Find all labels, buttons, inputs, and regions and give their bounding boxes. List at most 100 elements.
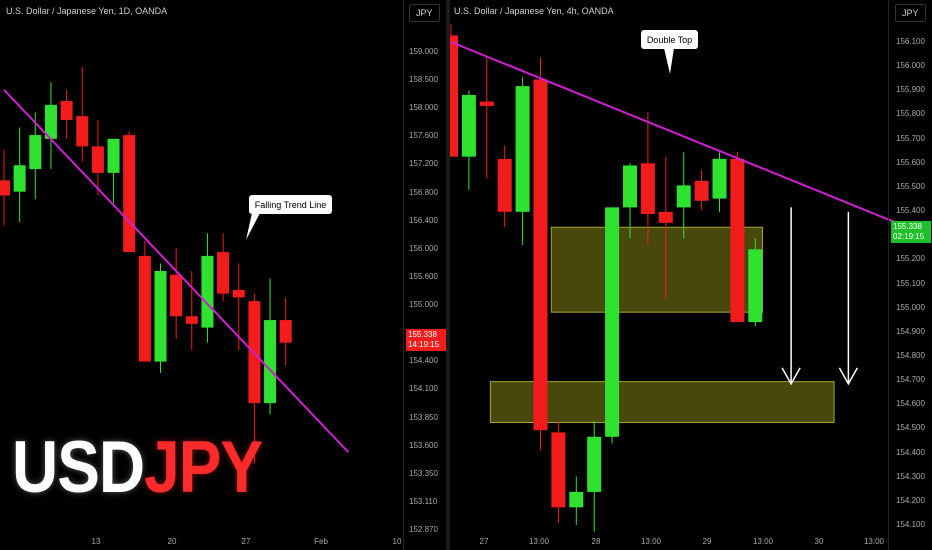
candle-17[interactable] xyxy=(264,278,277,415)
time-tick: 29 xyxy=(702,537,712,546)
candle-0[interactable] xyxy=(0,150,10,226)
countdown-daily: 14:19:15 xyxy=(408,340,440,349)
candle-body xyxy=(107,138,120,173)
candle-9[interactable] xyxy=(605,207,620,444)
candle-4[interactable] xyxy=(515,77,530,245)
price-tick: 154.100 xyxy=(409,384,438,394)
chart-panel-daily[interactable]: Falling Trend Line U.S. Dollar / Japanes… xyxy=(0,0,446,550)
candle-17[interactable] xyxy=(748,238,763,327)
trend-line[interactable] xyxy=(3,89,350,453)
price-tick: 156.000 xyxy=(896,61,925,71)
down-arrow-0[interactable] xyxy=(781,207,801,386)
countdown-4h: 02:19:15 xyxy=(893,232,925,241)
price-tick: 155.700 xyxy=(896,133,925,143)
candle-12[interactable] xyxy=(658,156,673,301)
price-tick: 158.000 xyxy=(409,103,438,113)
candle-body xyxy=(712,158,727,199)
candle-body xyxy=(515,86,530,212)
price-axis-daily[interactable]: JPY xyxy=(403,0,440,550)
price-tick: 156.000 xyxy=(409,243,438,253)
resistance-zone-0[interactable] xyxy=(550,226,763,313)
annotation-callout[interactable]: Double Top xyxy=(641,30,698,74)
candle-1[interactable] xyxy=(461,90,476,190)
last-price-badge-4h: 155.338 02:19:15 xyxy=(891,221,931,243)
price-tick: 155.600 xyxy=(896,157,925,167)
candle-body xyxy=(29,135,42,170)
time-tick: 30 xyxy=(814,537,824,546)
candle-13[interactable] xyxy=(201,233,214,343)
candle-7[interactable] xyxy=(569,476,584,525)
price-tick: 155.900 xyxy=(896,85,925,95)
candle-11[interactable] xyxy=(170,248,183,339)
candle-body xyxy=(694,180,709,201)
candle-6[interactable] xyxy=(551,421,566,523)
candle-body xyxy=(479,101,494,106)
price-tick: 155.400 xyxy=(896,206,925,216)
candle-14[interactable] xyxy=(694,169,709,210)
candle-0[interactable] xyxy=(450,24,458,157)
chart-title-4h: U.S. Dollar / Japanese Yen, 4h, OANDA xyxy=(454,6,614,16)
candle-7[interactable] xyxy=(107,138,120,204)
price-tick: 155.000 xyxy=(409,300,438,310)
price-tick: 154.500 xyxy=(896,423,925,433)
4h-candlestick-chart[interactable]: Double Top xyxy=(450,0,932,550)
candle-18[interactable] xyxy=(279,297,292,366)
price-tick: 154.700 xyxy=(896,375,925,385)
candle-body xyxy=(551,432,566,508)
annotation-callout[interactable]: Falling Trend Line xyxy=(246,195,332,240)
candle-body xyxy=(748,249,763,323)
candle-body xyxy=(279,320,292,343)
candle-body xyxy=(497,158,512,212)
candle-6[interactable] xyxy=(91,119,104,196)
candle-8[interactable] xyxy=(587,421,602,532)
candle-12[interactable] xyxy=(185,270,198,351)
candle-body xyxy=(605,207,620,437)
candle-4[interactable] xyxy=(60,89,73,139)
candle-16[interactable] xyxy=(730,152,745,323)
candle-1[interactable] xyxy=(13,127,26,222)
daily-candlestick-chart[interactable]: Falling Trend Line xyxy=(0,0,446,550)
candle-10[interactable] xyxy=(623,163,637,239)
candle-body xyxy=(13,165,26,192)
candle-2[interactable] xyxy=(29,112,42,200)
panel-divider[interactable] xyxy=(446,0,450,550)
time-tick: 13:00 xyxy=(863,537,885,546)
candle-15[interactable] xyxy=(712,152,727,212)
resistance-zone-1[interactable] xyxy=(489,381,835,423)
price-tick: 154.200 xyxy=(896,495,925,505)
price-tick: 155.100 xyxy=(896,278,925,288)
price-tick: 159.000 xyxy=(409,47,438,56)
candle-5[interactable] xyxy=(76,67,89,162)
price-tick: 156.100 xyxy=(896,37,925,46)
usdjpy-logo: USDJPY xyxy=(12,424,263,509)
annotation-text: Falling Trend Line xyxy=(255,200,327,210)
candle-11[interactable] xyxy=(640,112,655,245)
price-tick: 153.110 xyxy=(409,496,438,506)
down-arrow-1[interactable] xyxy=(838,211,859,386)
time-tick: Feb xyxy=(314,537,328,546)
candle-body xyxy=(76,116,89,147)
currency-badge-4h[interactable]: JPY xyxy=(895,4,926,22)
candle-body xyxy=(533,79,548,431)
candle-3[interactable] xyxy=(497,145,512,228)
candle-2[interactable] xyxy=(479,57,494,179)
currency-badge-daily[interactable]: JPY xyxy=(409,4,440,22)
price-axis-4h[interactable]: JPY xyxy=(888,0,926,550)
price-tick: 155.600 xyxy=(409,271,438,281)
candle-5[interactable] xyxy=(533,57,548,451)
candle-9[interactable] xyxy=(138,240,151,362)
candle-8[interactable] xyxy=(123,131,136,253)
candle-14[interactable] xyxy=(217,233,230,302)
candle-3[interactable] xyxy=(44,82,57,170)
logo-usd: USD xyxy=(12,425,145,508)
candle-body xyxy=(623,165,637,208)
candle-10[interactable] xyxy=(154,263,167,373)
candle-13[interactable] xyxy=(676,152,691,239)
last-price-badge-daily: 155.338 14:19:15 xyxy=(406,329,446,351)
chart-panel-4h[interactable]: Double Top U.S. Dollar / Japanese Yen, 4… xyxy=(450,0,932,550)
logo-jpy: JPY xyxy=(144,425,263,508)
candle-body xyxy=(185,316,198,324)
trend-line[interactable] xyxy=(450,41,903,226)
time-tick: 20 xyxy=(167,537,177,546)
price-tick: 154.400 xyxy=(896,447,925,457)
